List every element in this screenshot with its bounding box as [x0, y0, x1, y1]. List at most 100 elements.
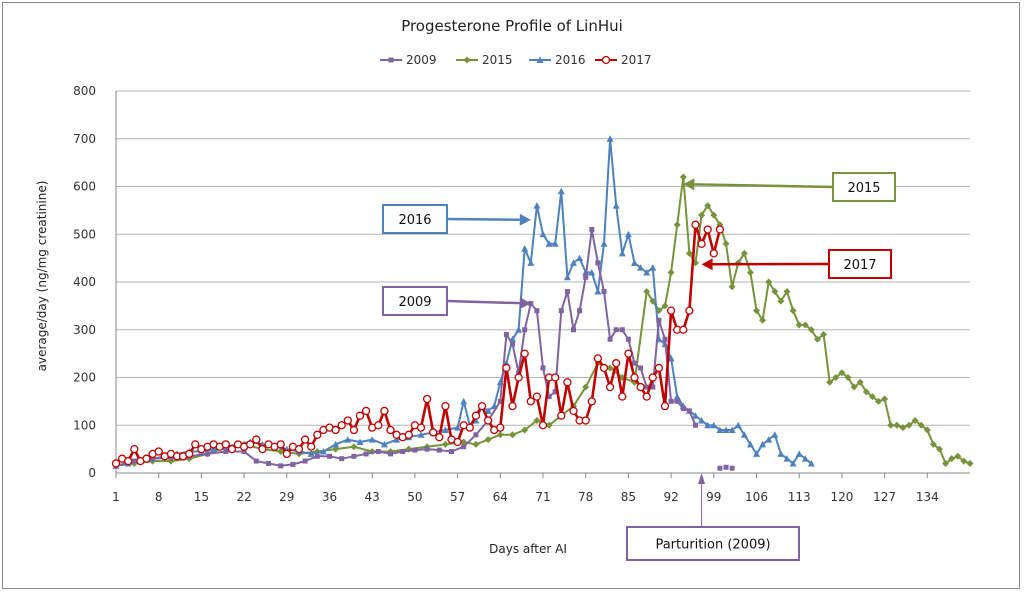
- legend-item-2017: 2017: [595, 53, 652, 67]
- data-point: [302, 458, 308, 464]
- y-tick-label: 700: [73, 132, 96, 146]
- data-point: [191, 440, 200, 449]
- data-point: [266, 460, 271, 466]
- data-point: [594, 288, 602, 295]
- data-point: [441, 440, 449, 448]
- data-point: [728, 283, 736, 291]
- data-point: [605, 382, 615, 392]
- data-point: [954, 452, 962, 460]
- y-tick-label: 0: [88, 466, 96, 480]
- data-point: [327, 453, 332, 459]
- data-point: [307, 442, 316, 451]
- data-point: [661, 302, 669, 310]
- data-point: [618, 249, 626, 257]
- data-point: [227, 444, 237, 454]
- data-point: [923, 426, 931, 434]
- data-point: [607, 336, 613, 342]
- legend-label: 2016: [555, 53, 586, 67]
- x-tick-label: 8: [155, 490, 163, 504]
- x-tick-label: 71: [535, 490, 550, 504]
- data-point: [746, 440, 754, 448]
- data-point: [668, 398, 674, 404]
- legend-label: 2015: [482, 53, 513, 67]
- data-point: [510, 341, 515, 347]
- data-point: [477, 401, 487, 411]
- data-point: [606, 135, 614, 142]
- x-tick-label: 113: [788, 490, 811, 504]
- data-point: [905, 421, 913, 429]
- data-point: [697, 239, 706, 248]
- callout-arrowhead: [519, 297, 531, 310]
- data-point: [380, 440, 388, 448]
- data-point: [662, 336, 668, 342]
- data-point: [728, 426, 736, 434]
- data-point: [966, 459, 974, 467]
- data-point: [674, 398, 680, 404]
- callout-box: [382, 204, 448, 234]
- data-point: [777, 297, 785, 305]
- data-point: [703, 225, 712, 234]
- data-point: [502, 363, 511, 373]
- series-2009: [113, 226, 735, 471]
- data-point: [349, 425, 359, 435]
- data-point: [613, 327, 619, 333]
- data-point: [942, 459, 950, 467]
- data-point: [850, 383, 858, 391]
- data-point: [290, 461, 296, 467]
- data-point: [722, 426, 730, 434]
- callout-label: 2015: [847, 181, 880, 196]
- data-point: [388, 451, 393, 457]
- data-point: [783, 455, 791, 462]
- data-point: [130, 444, 139, 454]
- data-point: [563, 378, 572, 387]
- data-point: [339, 456, 345, 462]
- data-point: [539, 230, 547, 238]
- data-point: [473, 432, 479, 438]
- data-point: [875, 397, 882, 405]
- x-tick-label: 127: [873, 490, 896, 504]
- data-point: [643, 288, 651, 296]
- data-point: [210, 445, 218, 453]
- x-tick-label: 50: [407, 490, 422, 504]
- data-point: [624, 349, 633, 358]
- data-point: [111, 459, 121, 468]
- data-point: [844, 374, 852, 381]
- data-point: [393, 436, 401, 443]
- data-point: [223, 449, 229, 455]
- x-tick-label: 106: [745, 490, 768, 504]
- data-point: [618, 392, 627, 401]
- data-point: [667, 268, 675, 276]
- callout-2009: 2009: [382, 286, 531, 316]
- data-point: [532, 392, 542, 401]
- data-point: [704, 421, 712, 429]
- data-point: [331, 425, 340, 435]
- data-point: [453, 437, 462, 447]
- data-point: [503, 332, 509, 338]
- data-point: [673, 221, 681, 229]
- data-point: [893, 421, 901, 429]
- data-point: [656, 317, 662, 323]
- data-point: [814, 335, 821, 343]
- data-point: [826, 378, 834, 386]
- data-point: [753, 307, 760, 315]
- data-point: [361, 406, 371, 416]
- x-axis-title: Days after AI: [489, 542, 567, 556]
- data-point: [563, 273, 571, 281]
- data-point: [483, 416, 493, 425]
- data-point: [577, 308, 583, 314]
- data-point: [679, 173, 687, 181]
- data-point: [583, 274, 589, 280]
- data-point: [497, 398, 503, 404]
- legend: 2009 2015 2016 2017: [380, 53, 652, 67]
- data-point: [253, 458, 259, 464]
- data-point: [551, 373, 560, 382]
- data-point: [412, 447, 418, 453]
- data-point: [496, 423, 505, 432]
- data-point: [789, 307, 797, 315]
- data-point: [282, 449, 291, 459]
- data-point: [142, 454, 151, 463]
- data-point: [759, 440, 767, 448]
- legend-item-2015: 2015: [456, 53, 513, 67]
- data-point: [654, 363, 664, 373]
